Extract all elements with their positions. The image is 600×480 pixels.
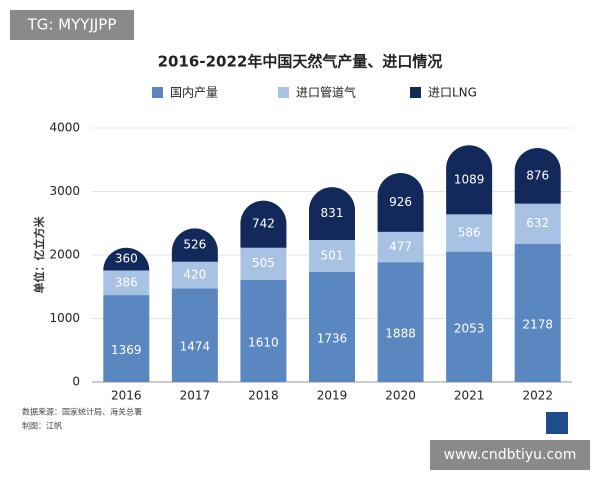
watermark-box <box>430 440 590 470</box>
watermark: www.cndbtiyu.com <box>444 447 577 463</box>
legend-swatch <box>278 87 289 98</box>
x-tick-label: 2019 <box>317 389 348 403</box>
value-label: 876 <box>526 168 549 182</box>
watermark-box <box>10 10 134 40</box>
value-label: 926 <box>389 195 412 209</box>
value-label: 742 <box>252 217 275 231</box>
legend-label: 进口管道气 <box>296 85 356 100</box>
y-axis-label: 单位：亿立方米 <box>32 216 46 294</box>
bar-segment <box>103 270 150 296</box>
bar-segment <box>171 228 218 262</box>
bar-segment <box>446 214 493 252</box>
bar-segment <box>103 247 150 271</box>
bar-segment <box>171 261 218 289</box>
y-tick-label: 3000 <box>49 184 80 198</box>
x-tick-label: 2021 <box>454 389 485 403</box>
bar-segment <box>240 200 287 248</box>
value-label: 2053 <box>454 321 485 335</box>
credit-note: 制图：江帆 <box>22 421 62 431</box>
value-label: 632 <box>526 216 549 230</box>
y-tick-label: 0 <box>72 375 80 389</box>
bar-segment <box>309 271 355 382</box>
legend-swatch <box>410 87 421 98</box>
value-label: 1369 <box>111 343 142 357</box>
value-label: 386 <box>115 275 138 289</box>
legend-label: 国内产量 <box>170 86 218 100</box>
x-tick-label: 2022 <box>522 389 553 403</box>
bar-segment <box>377 231 424 263</box>
source-note: 数据来源：国家统计局、海关总署 <box>22 407 142 417</box>
chart-title: 2016-2022年中国天然气产量、进口情况 <box>158 53 443 71</box>
value-label: 831 <box>321 206 344 220</box>
legend-label: 进口LNG <box>428 86 477 100</box>
bar-segment <box>309 239 355 272</box>
value-label: 1089 <box>454 172 485 186</box>
value-label: 1474 <box>180 340 211 354</box>
x-tick-label: 2017 <box>180 389 211 403</box>
value-label: 477 <box>389 239 412 253</box>
bar-segment <box>377 173 424 232</box>
value-label: 1736 <box>317 331 348 345</box>
y-tick-label: 4000 <box>49 121 80 135</box>
x-tick-label: 2020 <box>385 389 416 403</box>
bar-segment <box>446 251 493 382</box>
bar-segment <box>377 262 424 382</box>
value-label: 1888 <box>385 327 416 341</box>
value-label: 2178 <box>522 317 553 331</box>
value-label: 501 <box>321 248 344 262</box>
bar-segment <box>514 203 561 244</box>
value-label: 526 <box>183 238 206 252</box>
value-label: 420 <box>183 268 206 282</box>
bar-segment <box>446 145 493 215</box>
bar-segment <box>171 288 218 382</box>
bar-segment <box>309 187 355 240</box>
value-label: 1610 <box>248 335 279 349</box>
bar-segment <box>240 247 287 280</box>
bar-segment <box>240 279 287 382</box>
value-label: 360 <box>115 252 138 266</box>
bar-segment <box>514 243 561 382</box>
y-tick-label: 2000 <box>49 248 80 262</box>
bar-segment <box>103 295 150 382</box>
x-tick-label: 2016 <box>111 389 142 403</box>
value-label: 505 <box>252 256 275 270</box>
y-tick-label: 1000 <box>49 311 80 325</box>
legend-swatch <box>152 87 163 98</box>
watermark: TG: MYYJJPP <box>27 16 117 34</box>
value-label: 586 <box>458 226 481 240</box>
logo <box>546 412 568 434</box>
x-tick-label: 2018 <box>248 389 279 403</box>
bar-segment <box>514 147 561 204</box>
